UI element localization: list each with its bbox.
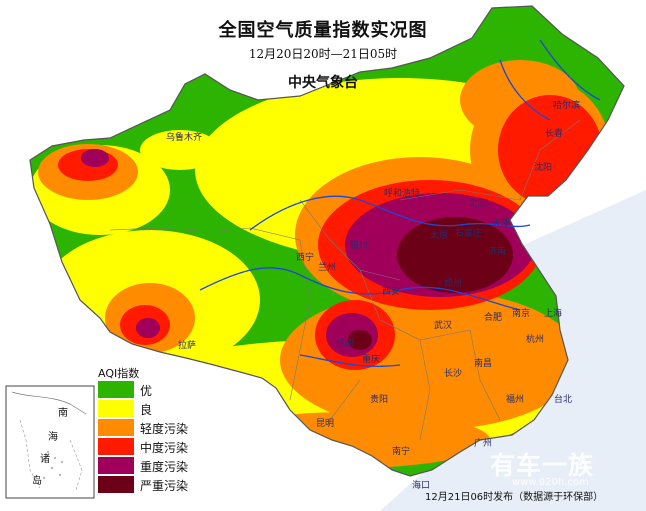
legend-item: 重度污染 xyxy=(98,457,218,474)
city-label: 北京 xyxy=(470,199,489,209)
inset-south-china-sea xyxy=(5,385,95,499)
city-label: 郑州 xyxy=(444,279,463,289)
legend-item: 中度污染 xyxy=(98,438,218,455)
city-label: 石家庄 xyxy=(455,229,483,239)
inset-label: 诸 xyxy=(40,454,50,465)
legend-label: 优 xyxy=(140,384,153,398)
legend-item: 严重污染 xyxy=(98,476,218,493)
city-label: 长春 xyxy=(545,129,564,139)
map-period: 12月20日20时—21日05时 xyxy=(248,47,398,61)
city-label: 南宁 xyxy=(392,447,411,457)
city-label: 拉萨 xyxy=(178,341,197,351)
release-note: 12月21日06时发布（数据源于环保部） xyxy=(425,492,604,503)
city-label: 银川 xyxy=(350,241,369,251)
city-label: 西安 xyxy=(382,287,401,297)
legend-swatch xyxy=(98,438,134,455)
inset-label: 岛 xyxy=(32,476,42,487)
legend-item: 良 xyxy=(98,400,218,417)
city-label: 哈尔滨 xyxy=(553,101,581,111)
legend-swatch xyxy=(98,381,134,398)
legend-title: AQI指数 xyxy=(98,367,140,380)
city-label: 海口 xyxy=(412,481,431,491)
city-label: 武汉 xyxy=(434,321,453,331)
legend-item: 优 xyxy=(98,381,218,398)
rivers xyxy=(199,39,601,368)
city-label: 福州 xyxy=(506,395,525,405)
city-label: 南京 xyxy=(512,309,531,319)
city-label: 呼和浩特 xyxy=(384,189,421,199)
city-label: 重庆 xyxy=(362,355,381,365)
city-label: 兰州 xyxy=(318,263,337,273)
legend-swatch xyxy=(98,419,134,436)
city-label: 成都 xyxy=(336,339,355,349)
inset-label: 南 xyxy=(58,408,68,419)
national-border xyxy=(29,5,625,477)
city-label: 沈阳 xyxy=(534,163,553,173)
map-title: 全国空气质量指数实况图 xyxy=(218,20,428,41)
city-label: 长沙 xyxy=(444,369,463,379)
city-label: 广州 xyxy=(474,439,493,449)
legend-swatch xyxy=(98,400,134,417)
sea-region xyxy=(380,190,646,511)
legend: 优 良 轻度污染 中度污染 重度污染 严重污染 xyxy=(98,381,218,495)
province-borders xyxy=(109,119,581,441)
legend-swatch xyxy=(98,476,134,493)
city-label: 西宁 xyxy=(296,253,315,263)
legend-swatch xyxy=(98,457,134,474)
city-label: 合肥 xyxy=(484,313,503,323)
city-label: 济南 xyxy=(488,247,507,257)
city-label: 太原 xyxy=(430,231,449,241)
legend-item: 轻度污染 xyxy=(98,419,218,436)
city-label: 上海 xyxy=(544,309,563,319)
legend-label: 严重污染 xyxy=(140,479,189,493)
legend-label: 中度污染 xyxy=(140,441,189,455)
legend-label: 重度污染 xyxy=(140,460,189,474)
city-label: 台北 xyxy=(554,395,573,405)
watermark-url: www.020h.com xyxy=(512,477,589,488)
map-source: 中央气象台 xyxy=(288,75,358,91)
city-label: 杭州 xyxy=(526,335,545,345)
legend-label: 良 xyxy=(140,403,153,417)
watermark-brand: 有车一族 xyxy=(490,451,595,480)
city-label: 贵阳 xyxy=(370,395,389,405)
legend-label: 轻度污染 xyxy=(140,422,189,436)
city-label: 天津 xyxy=(492,219,511,229)
inset-label: 海 xyxy=(48,432,58,443)
city-label: 乌鲁木齐 xyxy=(166,133,203,143)
city-label: 南昌 xyxy=(474,359,493,369)
city-label: 昆明 xyxy=(316,419,335,429)
